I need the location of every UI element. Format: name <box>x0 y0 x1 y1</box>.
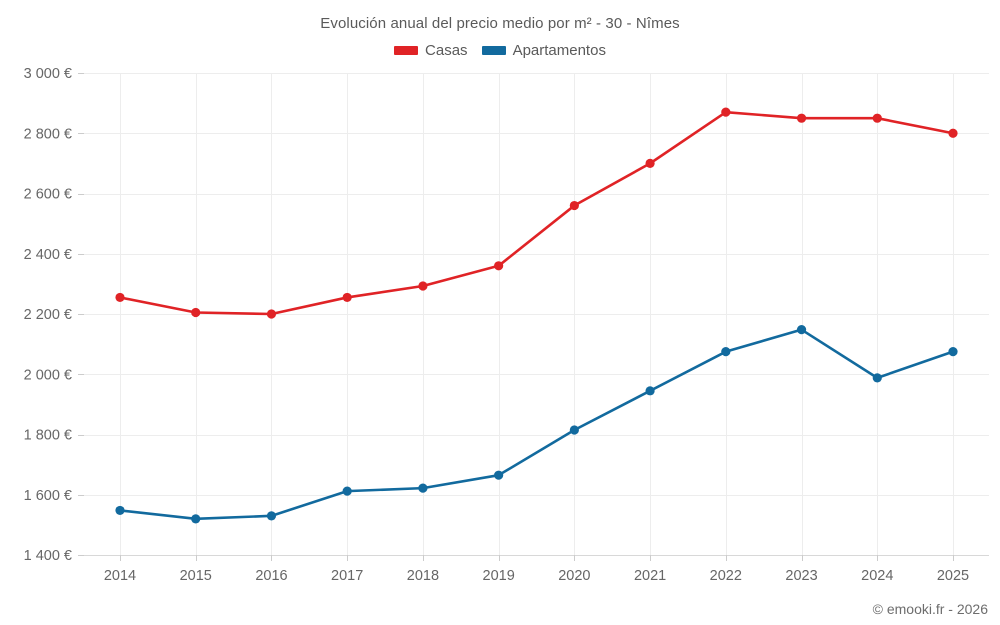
y-axis-tick-label: 2 600 € <box>24 187 72 203</box>
x-axis-tick-label: 2025 <box>937 568 969 584</box>
y-axis-tick-label: 3 000 € <box>24 66 72 82</box>
data-point[interactable] <box>796 325 807 335</box>
data-point[interactable] <box>721 107 731 117</box>
x-axis-tick-label: 2022 <box>710 568 742 584</box>
data-point[interactable] <box>645 386 655 396</box>
data-point[interactable] <box>872 113 882 123</box>
x-axis-tick-label: 2017 <box>331 568 363 584</box>
gridlines-group <box>84 73 989 556</box>
data-point[interactable] <box>796 113 807 123</box>
x-axis-tick-label: 2021 <box>634 568 666 584</box>
y-axis-tick-label: 1 400 € <box>24 548 72 564</box>
data-point[interactable] <box>569 425 579 435</box>
x-axis-tick-label: 2015 <box>180 568 212 584</box>
x-axis-tick-label: 2018 <box>407 568 439 584</box>
y-axis-tick-label: 2 800 € <box>24 126 72 142</box>
data-point[interactable] <box>115 505 125 516</box>
chart-legend: Casas Apartamentos <box>0 42 1000 59</box>
chart-title: Evolución anual del precio medio por m² … <box>320 15 680 32</box>
data-point[interactable] <box>721 347 731 357</box>
x-axis-tick-label: 2020 <box>558 568 590 584</box>
x-axis-labels-group: 2014 2015 2016 2017 2018 2019 2020 2021 2022 2023… <box>104 568 969 584</box>
data-point[interactable] <box>266 511 277 521</box>
legend-item-apartamentos[interactable]: Apartamentos <box>481 42 606 59</box>
chart-credit: © emooki.fr - 2026 <box>872 601 988 617</box>
legend-label-casas: Casas <box>425 42 468 59</box>
data-point[interactable] <box>191 307 201 318</box>
series-apartamentos <box>115 325 958 524</box>
data-point[interactable] <box>494 470 504 480</box>
data-point[interactable] <box>948 128 958 138</box>
y-axis-tick-label: 2 000 € <box>24 367 72 383</box>
x-axis-tick-label: 2016 <box>255 568 287 584</box>
legend-swatch-casas <box>394 46 419 55</box>
legend-label-apartamentos: Apartamentos <box>512 42 606 59</box>
data-point[interactable] <box>418 281 428 291</box>
series-group <box>115 107 958 524</box>
legend-swatch-apartamentos <box>481 46 506 55</box>
data-point[interactable] <box>948 347 958 357</box>
data-point[interactable] <box>418 483 428 493</box>
data-point[interactable] <box>191 514 201 524</box>
y-axis-tick-label: 2 200 € <box>24 307 72 323</box>
x-axis-tick-label: 2019 <box>483 568 515 584</box>
data-point[interactable] <box>872 373 882 383</box>
data-point[interactable] <box>342 292 352 303</box>
y-axis-tick-label: 1 800 € <box>24 428 72 444</box>
x-axis-tick-label: 2023 <box>785 568 817 584</box>
y-axis-tick-label: 2 400 € <box>24 247 72 263</box>
series-line-casas <box>118 110 955 316</box>
data-point[interactable] <box>645 158 655 168</box>
axes-group <box>78 73 989 561</box>
series-casas <box>115 107 958 319</box>
x-axis-tick-label: 2024 <box>861 568 893 584</box>
data-point[interactable] <box>494 261 504 271</box>
data-point[interactable] <box>569 200 579 211</box>
series-line-apartamentos <box>118 328 955 521</box>
data-point[interactable] <box>342 486 352 496</box>
data-point[interactable] <box>115 292 125 303</box>
x-axis-tick-label: 2014 <box>104 568 136 584</box>
legend-item-casas[interactable]: Casas <box>394 42 468 59</box>
y-axis-tick-label: 1 600 € <box>24 488 72 504</box>
data-point[interactable] <box>266 309 277 319</box>
y-axis-labels-group: 1 400 € 1 600 € 1 800 € 2 000 € 2 200 € 2 400… <box>24 66 72 564</box>
